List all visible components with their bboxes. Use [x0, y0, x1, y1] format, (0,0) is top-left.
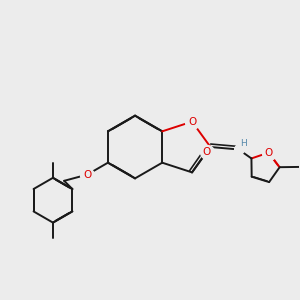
Text: O: O: [202, 147, 211, 157]
Text: O: O: [83, 169, 92, 180]
Text: H: H: [240, 139, 247, 148]
Text: O: O: [188, 117, 196, 127]
Text: O: O: [265, 148, 273, 158]
